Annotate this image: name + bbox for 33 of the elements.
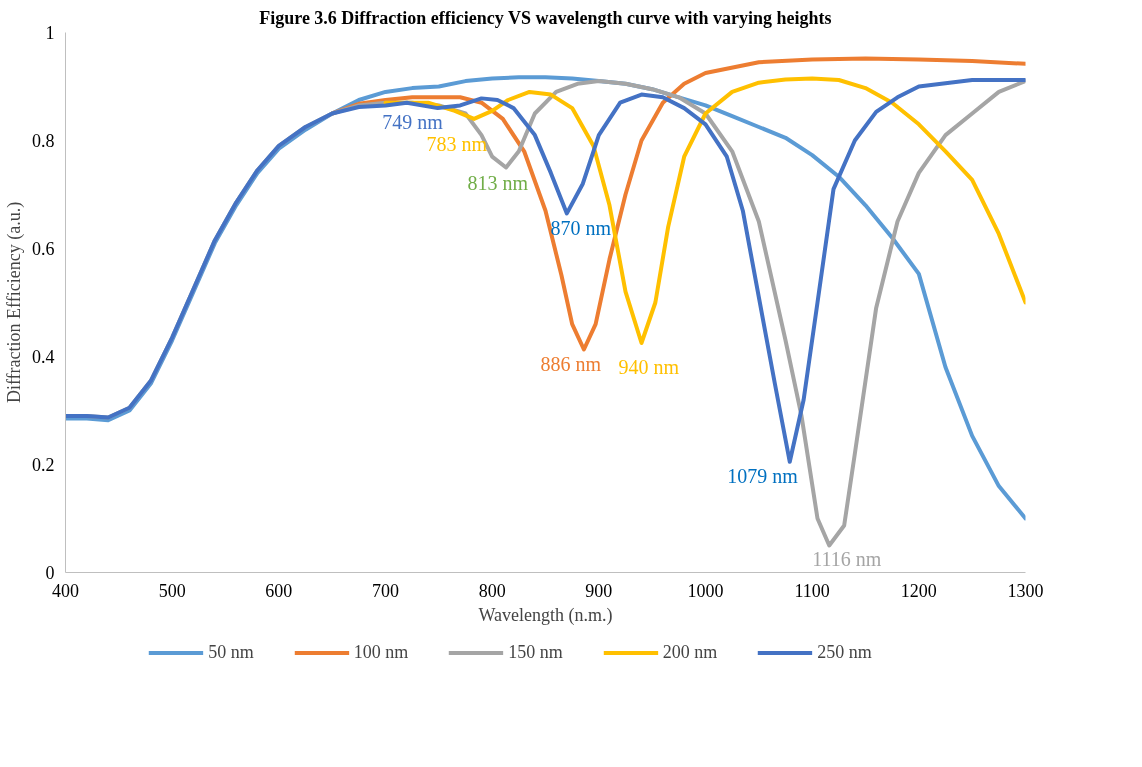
annotation: 1116 nm <box>812 547 882 570</box>
x-axis-title: Wavelength (n.m.) <box>478 604 613 626</box>
legend-label: 250 nm <box>817 641 872 663</box>
annotation: 813 nm <box>467 171 529 194</box>
annotation: 1079 nm <box>727 464 799 487</box>
legend-label: 150 nm <box>508 641 563 663</box>
x-tick-label: 1000 <box>687 580 724 601</box>
annotation: 783 nm <box>426 132 488 155</box>
y-tick-label: 0.6 <box>32 239 55 259</box>
annotation: 749 nm <box>382 111 444 134</box>
line-series <box>383 76 1026 345</box>
x-tick-label: 600 <box>265 580 293 601</box>
y-tick-label: 0 <box>45 563 55 583</box>
x-tick-label: 700 <box>372 580 399 601</box>
x-tick-label: 400 <box>52 580 79 601</box>
legend-label: 50 nm <box>208 641 254 663</box>
x-tick-label: 900 <box>585 580 613 601</box>
x-tick-label: 500 <box>158 580 186 601</box>
x-tick-label: 800 <box>478 580 506 601</box>
annotation: 886 nm <box>540 353 602 376</box>
x-tick-label: 1200 <box>900 580 937 601</box>
y-tick-label: 0.2 <box>32 455 55 475</box>
x-tick-label: 1300 <box>1007 580 1044 601</box>
y-tick-label: 1 <box>45 23 55 43</box>
annotation: 940 nm <box>618 356 680 378</box>
x-tick-label: 1100 <box>794 580 830 601</box>
y-axis-title: Diffraction Efficiency (a.u.) <box>4 201 25 404</box>
y-tick-label: 0.8 <box>32 131 55 151</box>
y-tick-label: 0.4 <box>32 347 55 367</box>
chart-title: Figure 3.6 Diffraction efficiency VS wavelength curve with varying heights <box>259 7 832 28</box>
legend-label: 200 nm <box>662 641 718 663</box>
legend-label: 100 nm <box>353 641 409 663</box>
annotation: 870 nm <box>550 217 612 240</box>
